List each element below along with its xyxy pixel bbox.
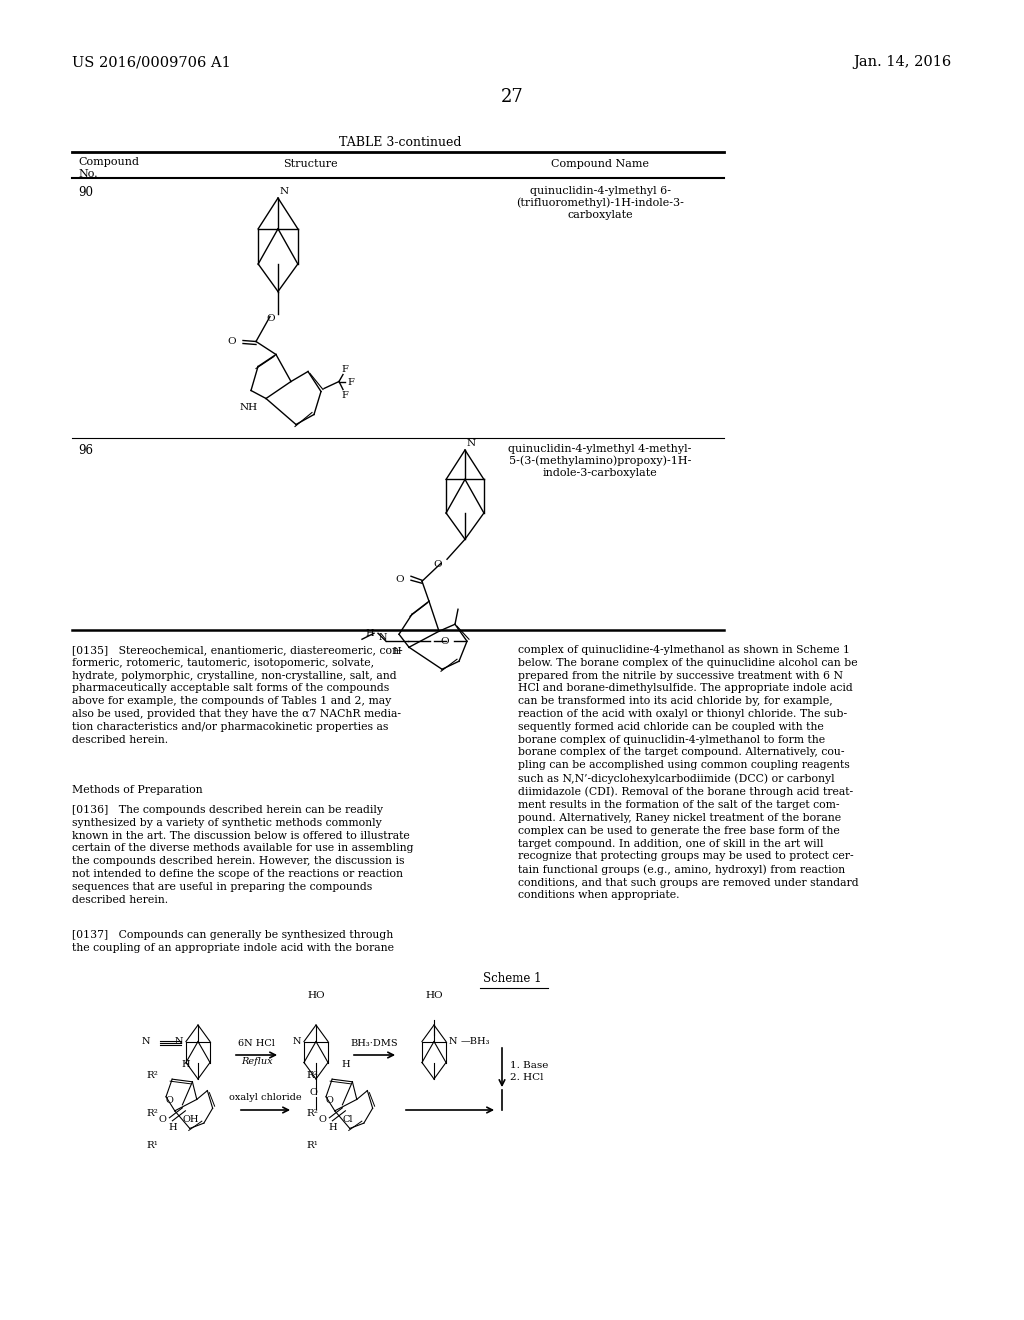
Text: O: O: [433, 560, 442, 569]
Text: —BH₃: —BH₃: [461, 1038, 490, 1045]
Text: N: N: [449, 1038, 458, 1045]
Text: O: O: [440, 636, 449, 645]
Text: H: H: [181, 1060, 190, 1069]
Text: N: N: [174, 1038, 183, 1045]
Text: R²: R²: [146, 1109, 158, 1118]
Text: quinuclidin-4-ylmethyl 4-methyl-
5-(3-(methylamino)propoxy)-1H-
indole-3-carboxy: quinuclidin-4-ylmethyl 4-methyl- 5-(3-(m…: [508, 444, 691, 478]
Text: R¹: R¹: [146, 1140, 158, 1150]
Text: N: N: [467, 440, 476, 447]
Text: Cl: Cl: [342, 1115, 353, 1125]
Text: O: O: [159, 1115, 166, 1125]
Text: Compound Name: Compound Name: [551, 158, 649, 169]
Text: 1. Base: 1. Base: [510, 1060, 549, 1069]
Text: 6N HCl: 6N HCl: [238, 1039, 274, 1048]
Text: HO: HO: [307, 991, 325, 1001]
Text: Structure: Structure: [283, 158, 337, 169]
Text: N: N: [141, 1038, 150, 1045]
Text: H: H: [329, 1123, 337, 1131]
Text: quinuclidin-4-ylmethyl 6-
(trifluoromethyl)-1H-indole-3-
carboxylate: quinuclidin-4-ylmethyl 6- (trifluorometh…: [516, 186, 684, 220]
Text: 27: 27: [501, 88, 523, 106]
Text: H: H: [366, 628, 374, 638]
Text: O: O: [326, 1096, 334, 1105]
Text: HO: HO: [425, 991, 442, 1001]
Text: [0137]   Compounds can generally be synthesized through
the coupling of an appro: [0137] Compounds can generally be synthe…: [72, 931, 394, 953]
Text: OH: OH: [182, 1115, 199, 1125]
Text: [0135]   Stereochemical, enantiomeric, diastereomeric, con-
formeric, rotomeric,: [0135] Stereochemical, enantiomeric, dia…: [72, 645, 402, 744]
Text: H: H: [342, 1060, 350, 1069]
Text: R²: R²: [306, 1071, 317, 1080]
Text: F: F: [341, 364, 348, 374]
Text: N: N: [379, 632, 387, 642]
Text: O: O: [227, 337, 236, 346]
Text: R²: R²: [306, 1109, 317, 1118]
Text: [0136]   The compounds described herein can be readily
synthesized by a variety : [0136] The compounds described herein ca…: [72, 805, 414, 904]
Text: O: O: [266, 314, 275, 323]
Text: H: H: [169, 1123, 177, 1131]
Text: O: O: [318, 1115, 327, 1125]
Text: R²: R²: [146, 1071, 158, 1080]
Text: US 2016/0009706 A1: US 2016/0009706 A1: [72, 55, 230, 69]
Text: H: H: [392, 647, 401, 656]
Text: F: F: [341, 391, 348, 400]
Text: N: N: [293, 1038, 301, 1045]
Text: Compound
No.: Compound No.: [78, 157, 139, 178]
Text: O: O: [166, 1096, 173, 1105]
Text: NH: NH: [240, 403, 258, 412]
Text: O: O: [309, 1088, 317, 1097]
Text: Scheme 1: Scheme 1: [482, 972, 542, 985]
Text: TABLE 3-continued: TABLE 3-continued: [339, 136, 461, 149]
Text: 90: 90: [78, 186, 93, 199]
Text: N: N: [280, 187, 289, 195]
Text: 96: 96: [78, 444, 93, 457]
Text: R¹: R¹: [306, 1140, 317, 1150]
Text: oxalyl chloride: oxalyl chloride: [229, 1093, 302, 1102]
Text: Reflux: Reflux: [241, 1057, 272, 1067]
Text: complex of quinuclidine-4-ylmethanol as shown in Scheme 1
below. The borane comp: complex of quinuclidine-4-ylmethanol as …: [518, 645, 859, 900]
Text: BH₃·DMS: BH₃·DMS: [350, 1039, 398, 1048]
Text: O: O: [395, 574, 404, 583]
Text: F: F: [347, 378, 354, 387]
Text: 2. HCl: 2. HCl: [510, 1073, 544, 1082]
Text: Jan. 14, 2016: Jan. 14, 2016: [854, 55, 952, 69]
Text: Methods of Preparation: Methods of Preparation: [72, 785, 203, 795]
